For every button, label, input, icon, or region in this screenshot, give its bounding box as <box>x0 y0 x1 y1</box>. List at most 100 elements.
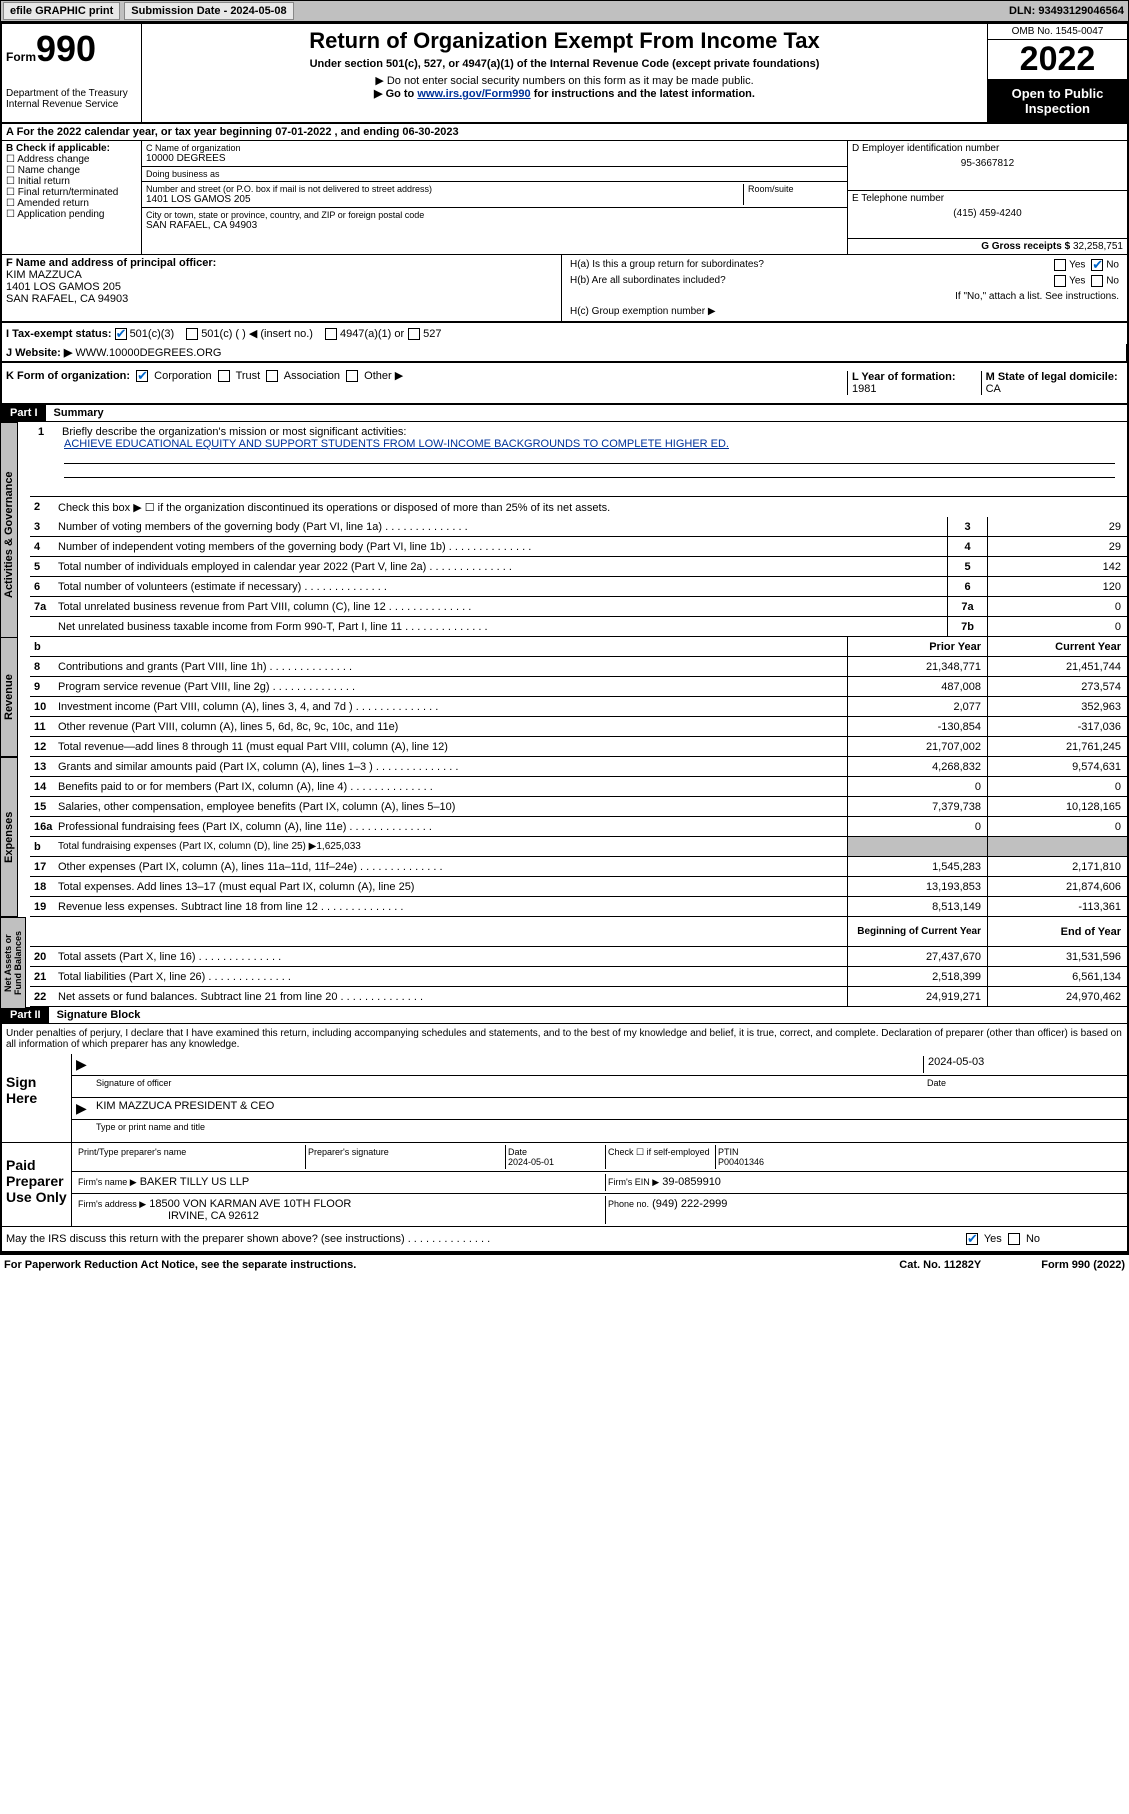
activities-governance: Activities & Governance 1Briefly describ… <box>2 422 1127 637</box>
chk-initial-return[interactable]: ☐ Initial return <box>6 176 137 187</box>
form-number: Form990 <box>6 28 137 70</box>
state-domicile: CA <box>986 383 1001 395</box>
hb-no[interactable] <box>1091 275 1103 287</box>
chk-association[interactable] <box>266 370 278 382</box>
vtab-net-assets: Net Assets or Fund Balances <box>0 917 26 1009</box>
l21-begin: 2,518,399 <box>847 967 987 986</box>
chk-application-pending[interactable]: ☐ Application pending <box>6 209 137 220</box>
efile-print-button[interactable]: efile GRAPHIC print <box>3 2 120 20</box>
sign-here-row: Sign Here ▶2024-05-03 Signature of offic… <box>2 1054 1127 1143</box>
part1-header: Part I <box>2 405 46 421</box>
irs-link[interactable]: www.irs.gov/Form990 <box>417 88 530 100</box>
l19-current: -113,361 <box>987 897 1127 916</box>
l6-val: 120 <box>987 577 1127 596</box>
form-ref: Form 990 (2022) <box>1041 1259 1125 1271</box>
l11-prior: -130,854 <box>847 717 987 736</box>
l9-prior: 487,008 <box>847 677 987 696</box>
l10-prior: 2,077 <box>847 697 987 716</box>
l18-prior: 13,193,853 <box>847 877 987 896</box>
discuss-yes[interactable] <box>966 1233 978 1245</box>
ssn-note: ▶ Do not enter social security numbers o… <box>146 74 983 87</box>
row-j-website: J Website: ▶ WWW.10000DEGREES.ORG <box>2 344 1127 363</box>
l19-prior: 8,513,149 <box>847 897 987 916</box>
l5-val: 142 <box>987 557 1127 576</box>
chk-amended-return[interactable]: ☐ Amended return <box>6 198 137 209</box>
firm-addr1: 18500 VON KARMAN AVE 10TH FLOOR <box>149 1198 351 1210</box>
l16a-current: 0 <box>987 817 1127 836</box>
form-title: Return of Organization Exempt From Incom… <box>146 28 983 54</box>
year-formation: 1981 <box>852 383 876 395</box>
ha-no[interactable] <box>1091 259 1103 271</box>
l7b-val: 0 <box>987 617 1127 636</box>
l14-current: 0 <box>987 777 1127 796</box>
gross-receipts: 32,258,751 <box>1073 241 1123 252</box>
l17-prior: 1,545,283 <box>847 857 987 876</box>
chk-address-change[interactable]: ☐ Address change <box>6 154 137 165</box>
l4-val: 29 <box>987 537 1127 556</box>
paid-preparer-row: Paid Preparer Use Only Print/Type prepar… <box>2 1143 1127 1227</box>
chk-501c[interactable] <box>186 328 198 340</box>
ha-yes[interactable] <box>1054 259 1066 271</box>
part2-header: Part II <box>2 1007 49 1023</box>
l8-current: 21,451,744 <box>987 657 1127 676</box>
chk-final-return[interactable]: ☐ Final return/terminated <box>6 187 137 198</box>
l13-current: 9,574,631 <box>987 757 1127 776</box>
ptin: P00401346 <box>718 1157 1121 1167</box>
declaration-text: Under penalties of perjury, I declare th… <box>2 1024 1127 1054</box>
sig-date: 2024-05-03 <box>923 1056 1123 1073</box>
ein: 95-3667812 <box>852 158 1123 169</box>
prep-date: 2024-05-01 <box>508 1157 603 1167</box>
col-b-checkboxes: B Check if applicable: ☐ Address change … <box>2 141 142 254</box>
officer-name: KIM MAZZUCA <box>6 269 557 281</box>
cat-no: Cat. No. 11282Y <box>899 1259 981 1271</box>
chk-name-change[interactable]: ☐ Name change <box>6 165 137 176</box>
street-address: 1401 LOS GAMOS 205 <box>146 194 743 205</box>
l20-end: 31,531,596 <box>987 947 1127 966</box>
discuss-no[interactable] <box>1008 1233 1020 1245</box>
l15-current: 10,128,165 <box>987 797 1127 816</box>
mission-text: ACHIEVE EDUCATIONAL EQUITY AND SUPPORT S… <box>64 438 729 450</box>
footer: For Paperwork Reduction Act Notice, see … <box>0 1255 1129 1275</box>
open-inspection: Open to Public Inspection <box>988 80 1127 122</box>
chk-corporation[interactable] <box>136 370 148 382</box>
chk-501c3[interactable] <box>115 328 127 340</box>
website: WWW.10000DEGREES.ORG <box>75 347 221 359</box>
telephone: (415) 459-4240 <box>852 208 1123 219</box>
l8-prior: 21,348,771 <box>847 657 987 676</box>
submission-date-button[interactable]: Submission Date - 2024-05-08 <box>124 2 293 20</box>
chk-527[interactable] <box>408 328 420 340</box>
omb-number: OMB No. 1545-0047 <box>988 24 1127 40</box>
officer-addr2: SAN RAFAEL, CA 94903 <box>6 293 557 305</box>
l3-val: 29 <box>987 517 1127 536</box>
form-subtitle: Under section 501(c), 527, or 4947(a)(1)… <box>146 58 983 70</box>
topbar: efile GRAPHIC print Submission Date - 20… <box>0 0 1129 22</box>
l12-current: 21,761,245 <box>987 737 1127 756</box>
chk-other[interactable] <box>346 370 358 382</box>
form-container: Form990 Department of the Treasury Inter… <box>0 22 1129 1255</box>
row-f-h: F Name and address of principal officer:… <box>2 255 1127 322</box>
l12-prior: 21,707,002 <box>847 737 987 756</box>
firm-addr2: IRVINE, CA 92612 <box>168 1210 259 1222</box>
col-d-e-g: D Employer identification number95-36678… <box>847 141 1127 254</box>
net-assets-section: Net Assets or Fund Balances Beginning of… <box>2 917 1127 1007</box>
l20-begin: 27,437,670 <box>847 947 987 966</box>
l10-current: 352,963 <box>987 697 1127 716</box>
l16a-prior: 0 <box>847 817 987 836</box>
l22-end: 24,970,462 <box>987 987 1127 1006</box>
l21-end: 6,561,134 <box>987 967 1127 986</box>
l13-prior: 4,268,832 <box>847 757 987 776</box>
chk-4947[interactable] <box>325 328 337 340</box>
vtab-expenses: Expenses <box>0 757 18 917</box>
hb-yes[interactable] <box>1054 275 1066 287</box>
instructions-link: ▶ Go to www.irs.gov/Form990 for instruct… <box>146 87 983 100</box>
org-name: 10000 DEGREES <box>146 153 843 164</box>
chk-trust[interactable] <box>218 370 230 382</box>
firm-ein: 39-0859910 <box>662 1176 721 1188</box>
dept-label: Department of the Treasury Internal Reve… <box>6 88 137 110</box>
expenses-section: Expenses 13Grants and similar amounts pa… <box>2 757 1127 917</box>
row-k-l-m: K Form of organization: Corporation Trus… <box>2 363 1127 405</box>
revenue-section: Revenue bPrior YearCurrent Year 8Contrib… <box>2 637 1127 757</box>
l9-current: 273,574 <box>987 677 1127 696</box>
l18-current: 21,874,606 <box>987 877 1127 896</box>
vtab-revenue: Revenue <box>0 637 18 757</box>
